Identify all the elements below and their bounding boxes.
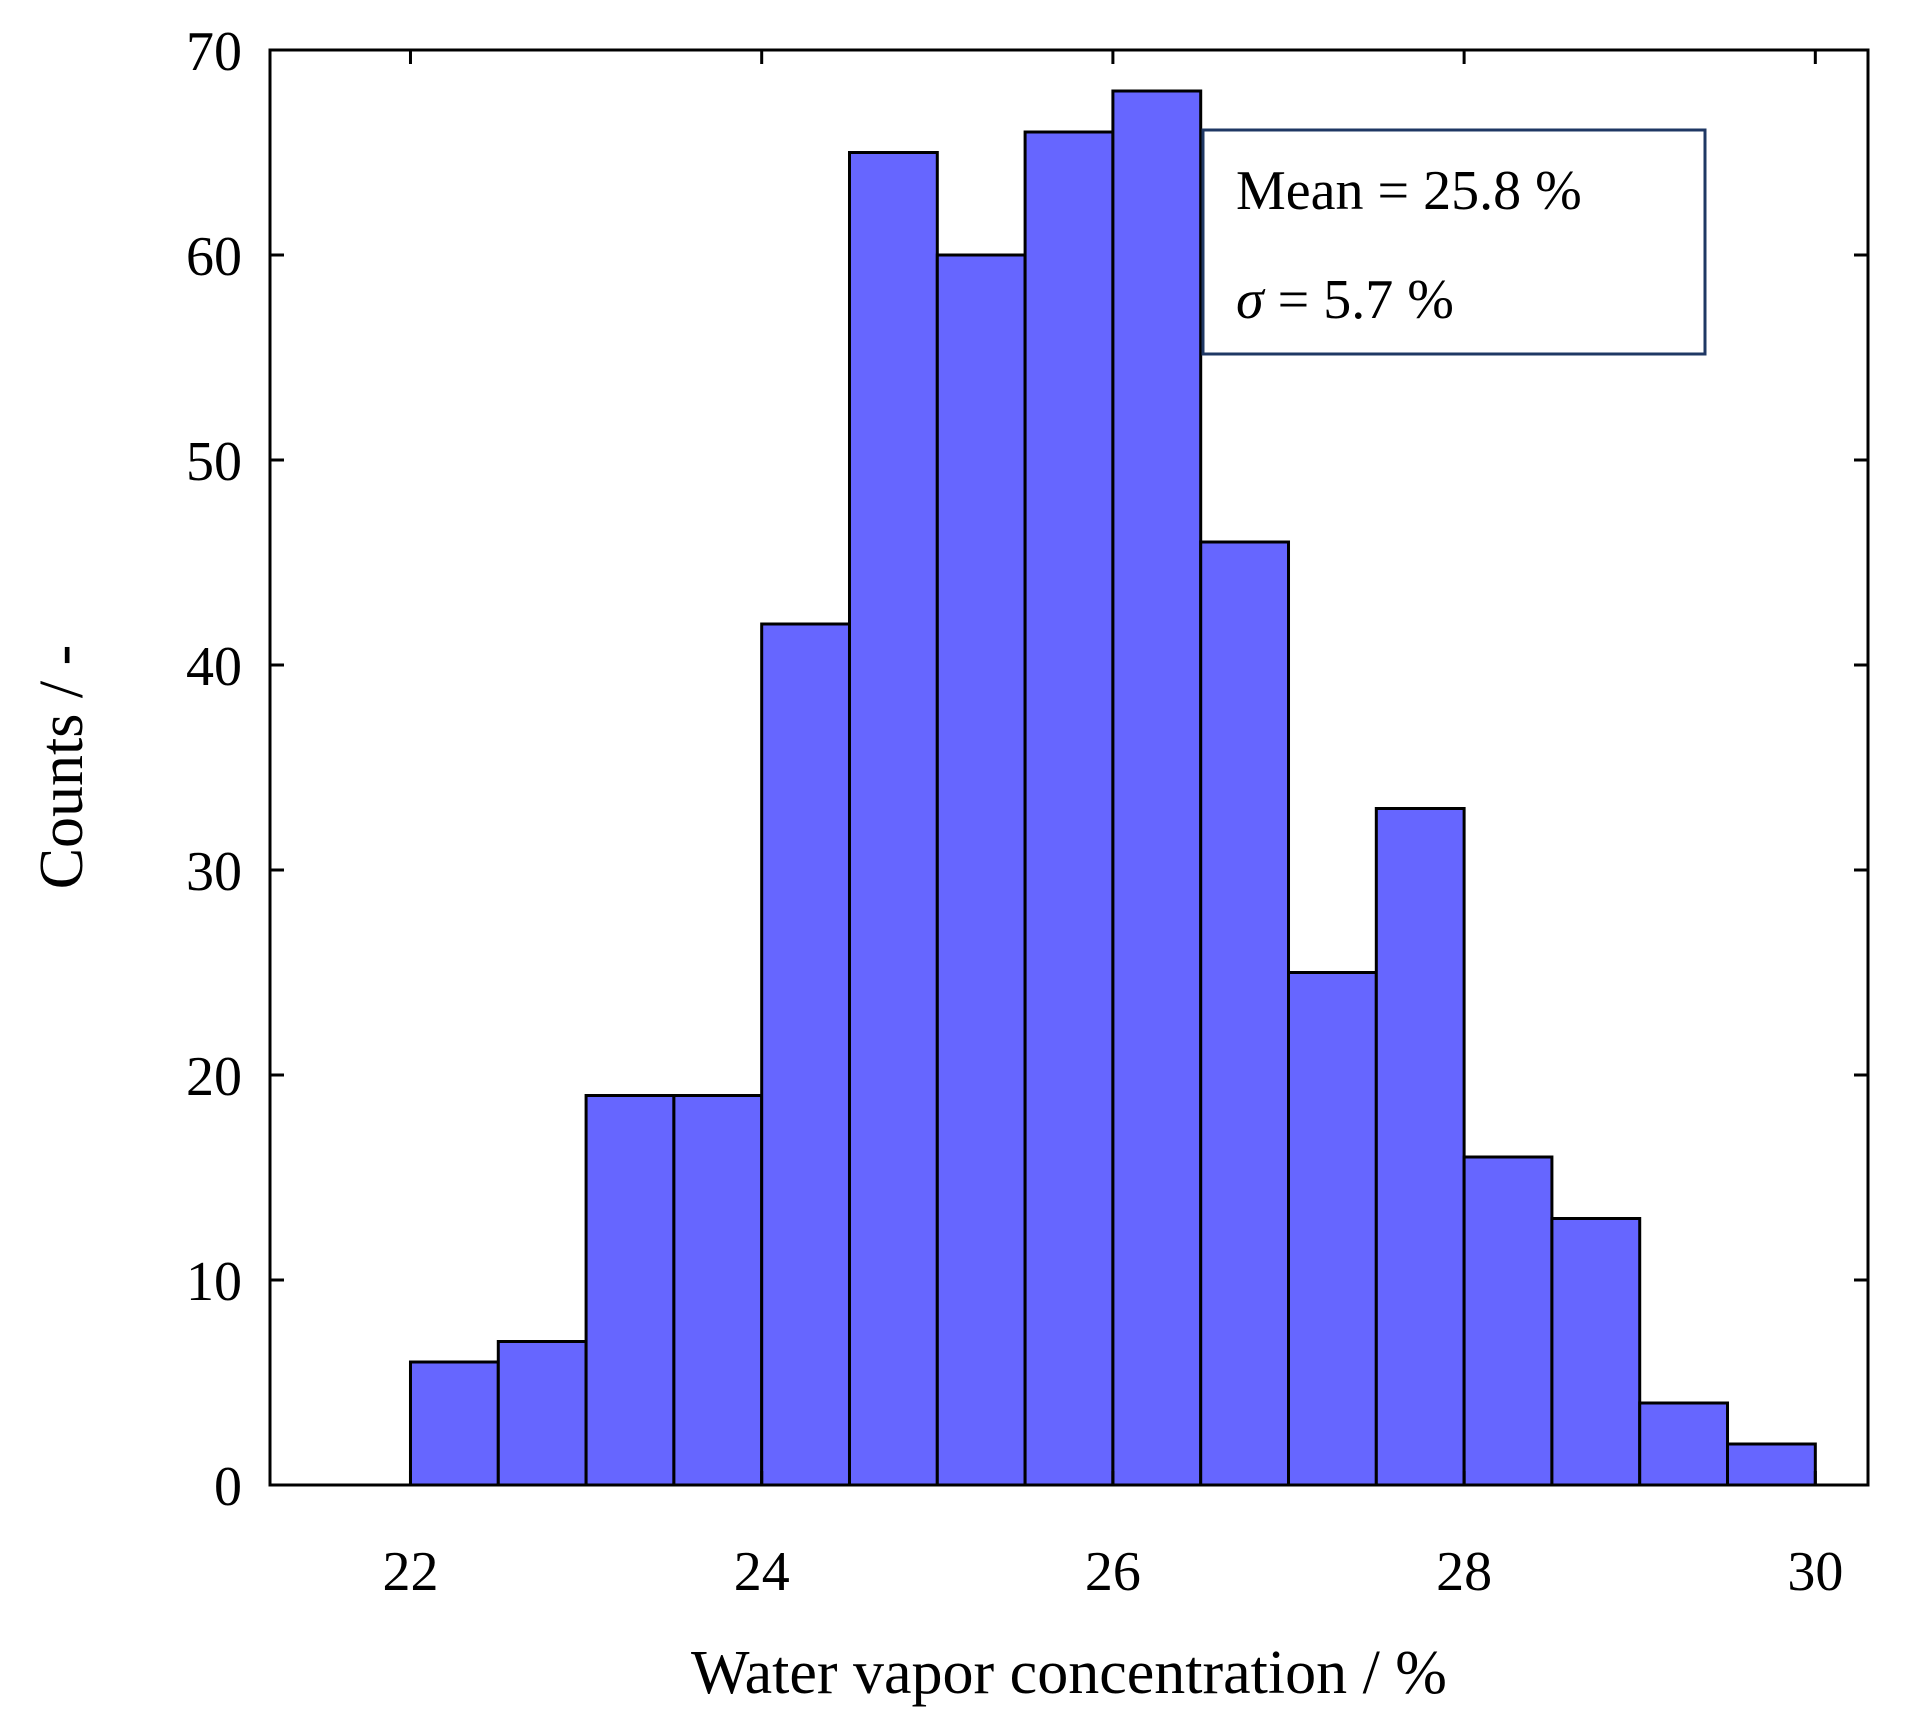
y-tick-label-10: 10 [186,1251,242,1313]
y-tick-label-0: 0 [214,1456,242,1518]
histogram-bar-12 [1462,1155,1554,1487]
stats-box-border [1201,128,1707,356]
sigma-annotation: σ = 5.7 % [1236,269,1454,331]
histogram-bar-5 [847,151,939,1487]
bars-layer [408,89,1817,1487]
histogram-bar-13 [1550,1217,1642,1487]
sigma-symbol: σ [1236,269,1266,331]
stats-annotation-box: Mean = 25.8 % σ = 5.7 % [1201,128,1707,356]
plot-area-frame [268,48,1870,1487]
y-tick-label-20: 20 [186,1046,242,1108]
histogram-bar-6 [935,253,1027,1487]
x-tick-label-24: 24 [734,1541,790,1603]
y-tick-label-40: 40 [186,636,242,698]
x-axis-title: Water vapor concentration / % [691,1639,1447,1707]
histogram-bar-15 [1726,1442,1817,1487]
y-tick-label-30: 30 [186,841,242,903]
histogram-bar-9 [1199,540,1291,1487]
histogram-bar-11 [1374,807,1466,1487]
x-tick-label-28: 28 [1436,1541,1492,1603]
sigma-value: = 5.7 % [1264,269,1454,331]
x-tick-label-26: 26 [1085,1541,1141,1603]
y-tick-label-50: 50 [186,431,242,493]
y-tick-label-70: 70 [186,21,242,83]
histogram-bar-2 [584,1094,676,1487]
histogram-bar-7 [1023,130,1115,1487]
ticks-layer [270,48,1868,1487]
tick-labels-layer: 22 24 26 28 30 0 10 20 30 40 50 60 70 [186,21,1843,1603]
histogram-bar-8 [1111,89,1203,1487]
y-axis-title: Counts / - [28,645,96,890]
histogram-bar-10 [1287,971,1378,1487]
mean-annotation: Mean = 25.8 % [1236,160,1582,222]
histogram-bar-0 [408,1360,500,1487]
histogram-bar-3 [672,1094,764,1487]
x-tick-label-22: 22 [382,1541,438,1603]
histogram-bar-1 [496,1340,588,1487]
y-tick-label-60: 60 [186,226,242,288]
histogram-bar-4 [760,622,851,1487]
x-tick-label-30: 30 [1787,1541,1843,1603]
histogram-bar-14 [1638,1401,1730,1487]
